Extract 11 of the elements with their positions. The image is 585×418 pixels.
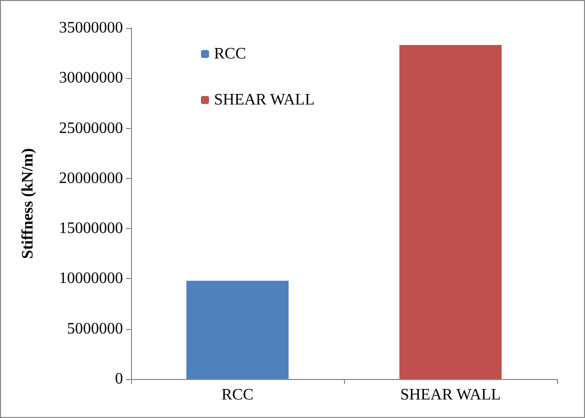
y-tick-label: 20000000 — [59, 170, 123, 187]
legend-label: SHEAR WALL — [214, 92, 315, 108]
y-tick-label: 35000000 — [59, 20, 123, 36]
y-tick-label: 25000000 — [59, 120, 123, 137]
y-tick-label: 5000000 — [67, 320, 123, 338]
legend-label: RCC — [214, 46, 246, 62]
y-axis-title: Stiffness (kN/m) — [20, 148, 36, 259]
y-tick-label: 15000000 — [59, 220, 123, 238]
y-tick-label: 30000000 — [59, 70, 123, 87]
y-tick-label: 0 — [115, 370, 123, 388]
y-tick-label: 10000000 — [59, 270, 123, 288]
